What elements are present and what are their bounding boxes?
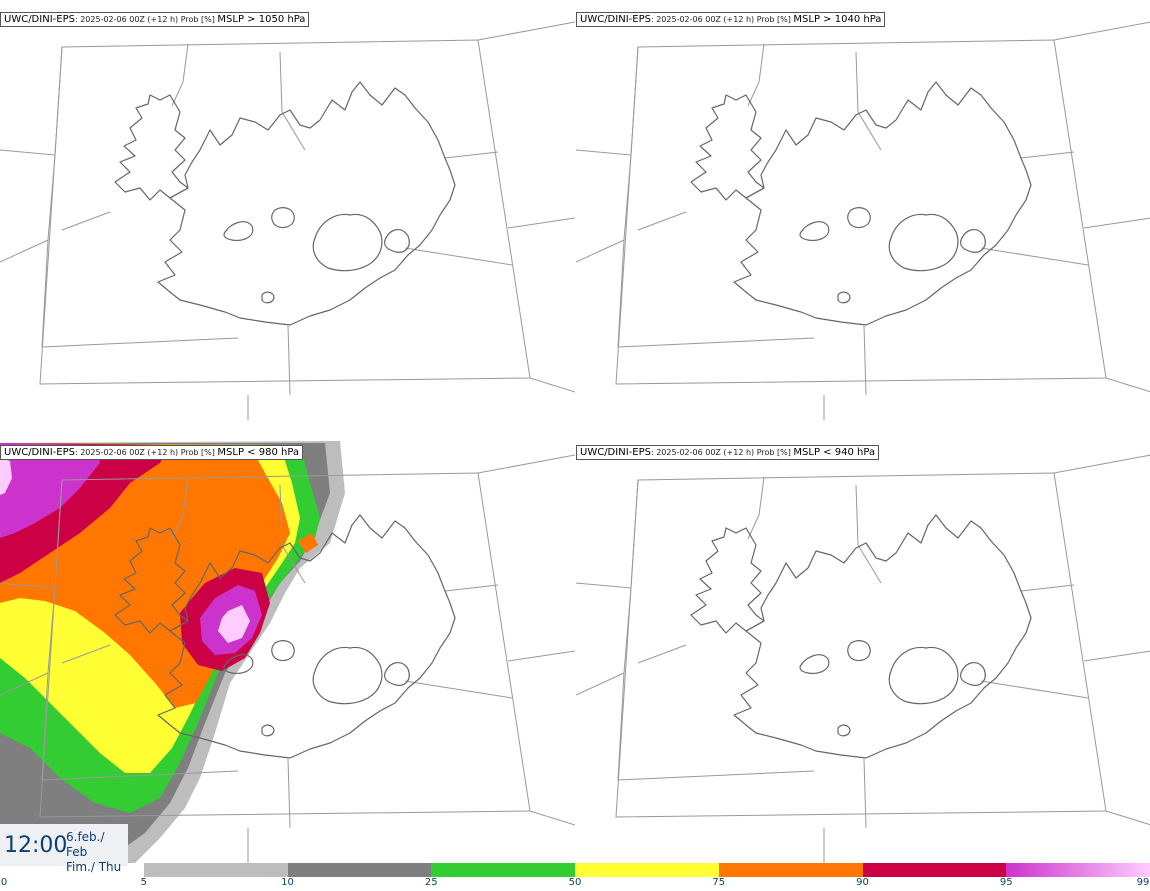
colorbar-tick-label: 99 [1136,877,1150,888]
colorbar-tick-label: 50 [568,877,582,888]
run-info: : 2025-02-06 00Z (+12 h) Prob [%] [650,448,794,457]
map-panel-mslp-gt-1050: UWC/DINI-EPS: 2025-02-06 00Z (+12 h) Pro… [0,0,575,420]
valid-date-line-2: Fim./ Thu [66,860,122,874]
colorbar-segment [431,863,575,877]
colorbar-tick-label: 0 [0,877,8,888]
map-panel-mslp-lt-980: UWC/DINI-EPS: 2025-02-06 00Z (+12 h) Pro… [0,433,575,863]
colorbar-segment [862,863,1007,877]
colorbar-tick-label: 25 [424,877,438,888]
map-graticule-and-coast [0,441,575,863]
colorbar-tick-label: 75 [712,877,726,888]
map-graticule-and-coast [576,454,1150,863]
probability-colorbar: 0 5 10 25 50 75 90 95 99 [0,863,1150,891]
run-info: : 2025-02-06 00Z (+12 h) Prob [%] [74,448,218,457]
field-name: MSLP < 980 hPa [217,447,300,458]
model-name: UWC/DINI-EPS [4,14,75,25]
field-name: MSLP < 940 hPa [793,447,876,458]
run-info: : 2025-02-06 00Z (+12 h) Prob [%] [650,15,794,24]
run-info: : 2025-02-06 00Z (+12 h) Prob [%] [74,15,218,24]
map-graticule-and-coast [576,21,1150,420]
prob-75-small-contour [298,533,318,553]
map-graticule-and-coast [0,21,575,420]
prob-99-contour [0,458,250,643]
probability-field [0,441,345,863]
valid-date: 6.feb./ Feb Fim./ Thu [66,830,128,875]
map-panel-mslp-lt-940: UWC/DINI-EPS: 2025-02-06 00Z (+12 h) Pro… [576,433,1150,863]
model-name: UWC/DINI-EPS [580,14,651,25]
colorbar-tick-label: 90 [856,877,869,888]
model-name: UWC/DINI-EPS [580,447,651,458]
colorbar-segment [143,863,288,877]
colorbar-tick-label: 5 [140,877,147,888]
colorbar-tick-label: 10 [281,877,294,888]
valid-time: 12:00 [4,833,68,858]
field-name: MSLP > 1040 hPa [793,14,882,25]
valid-date-line-1: 6.feb./ Feb [66,830,105,859]
panel-title: UWC/DINI-EPS: 2025-02-06 00Z (+12 h) Pro… [576,12,886,27]
field-name: MSLP > 1050 hPa [217,14,306,25]
colorbar-segment [718,863,863,877]
panel-title: UWC/DINI-EPS: 2025-02-06 00Z (+12 h) Pro… [576,445,880,460]
map-panel-mslp-gt-1040: UWC/DINI-EPS: 2025-02-06 00Z (+12 h) Pro… [576,0,1150,420]
colorbar-segment [1006,863,1150,877]
panel-title: UWC/DINI-EPS: 2025-02-06 00Z (+12 h) Pro… [0,445,304,460]
model-name: UWC/DINI-EPS [4,447,75,458]
colorbar-tick-label: 95 [999,877,1013,888]
colorbar-segment [0,863,144,877]
panel-title: UWC/DINI-EPS: 2025-02-06 00Z (+12 h) Pro… [0,12,310,27]
prob-95-contour [0,443,262,655]
colorbar-segment [287,863,432,877]
valid-time-box: 12:00 6.feb./ Feb Fim./ Thu [0,824,128,874]
colorbar-segment [575,863,719,877]
